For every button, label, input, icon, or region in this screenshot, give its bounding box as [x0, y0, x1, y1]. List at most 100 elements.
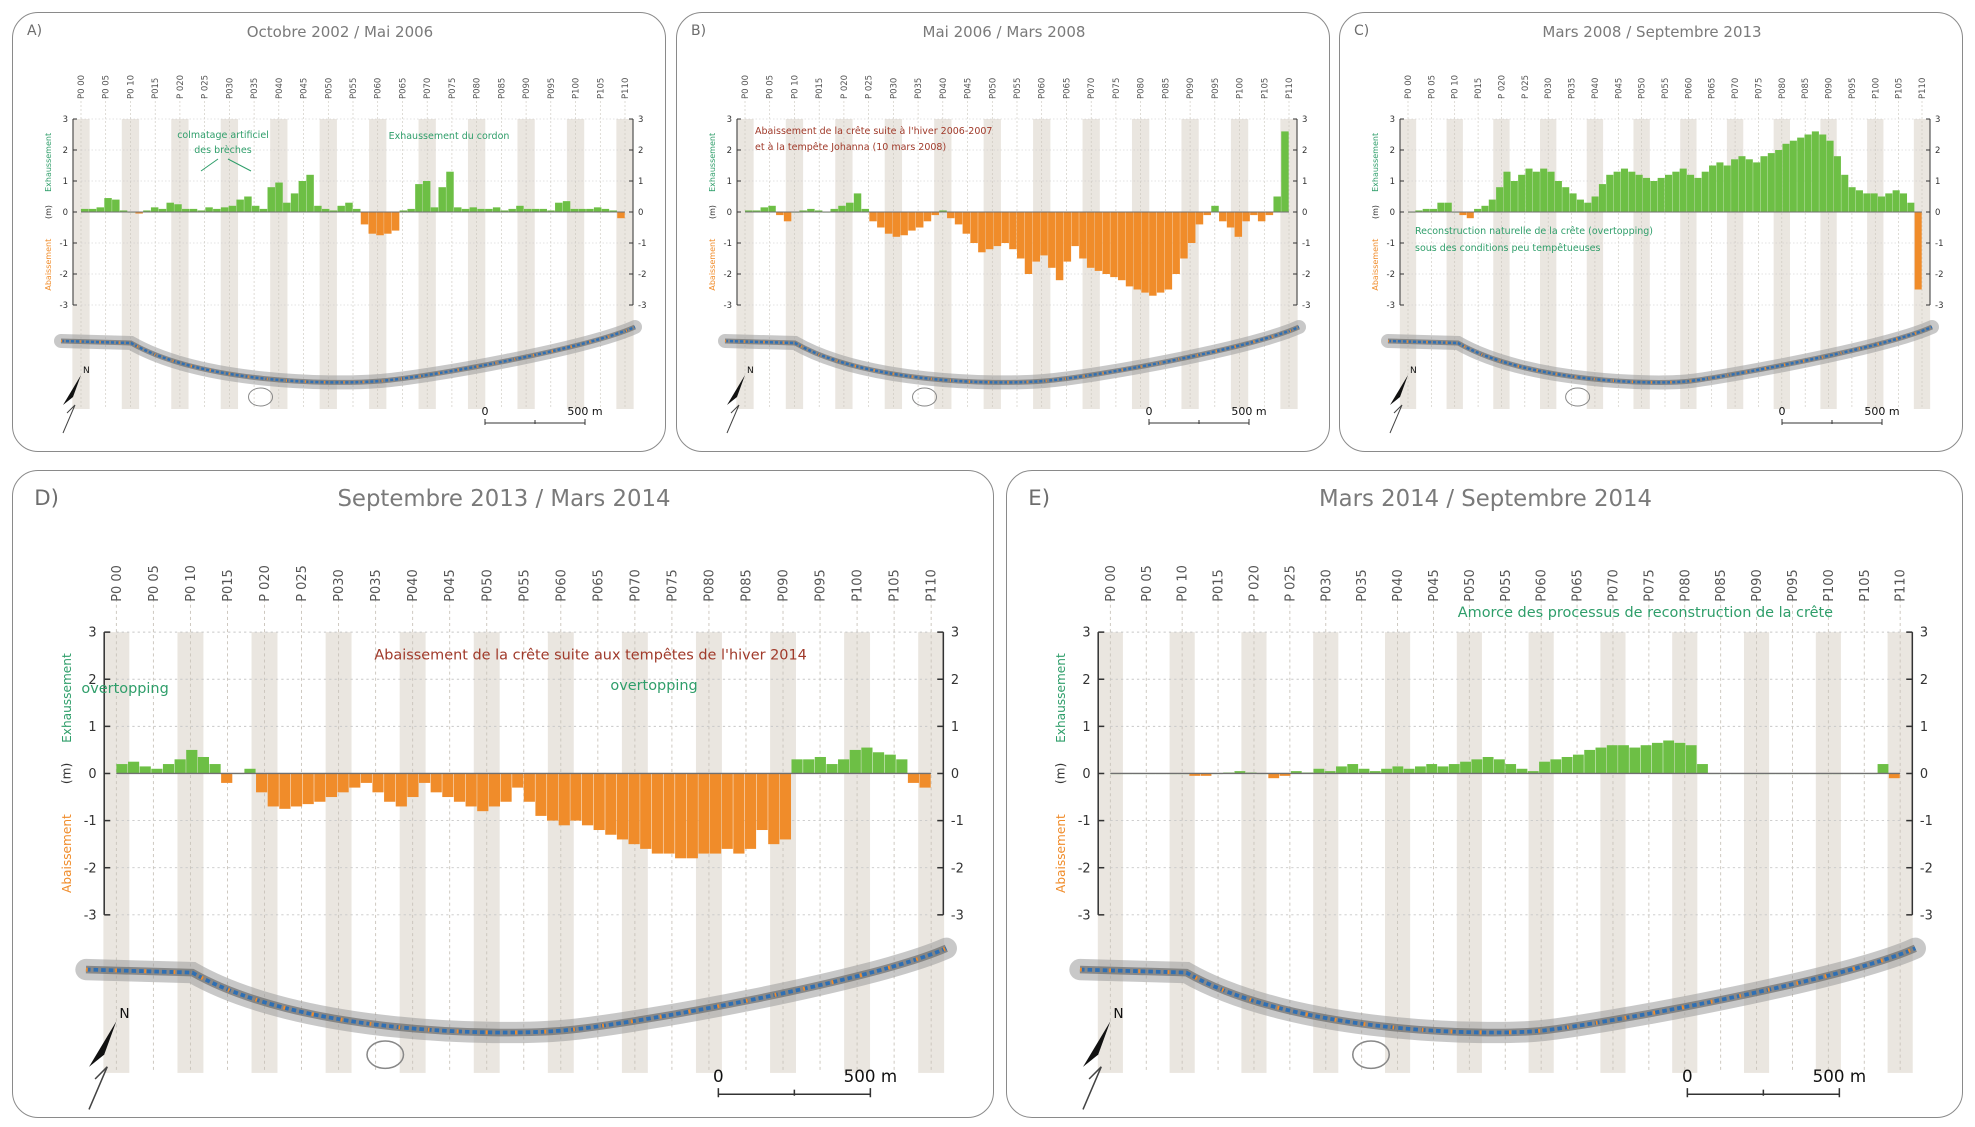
annotation: Amorce des processus de reconstruction d… [1458, 605, 1833, 621]
data-bar [1819, 134, 1827, 212]
data-bar [1598, 184, 1606, 212]
y-tick-label: 0 [951, 767, 959, 782]
data-bar [593, 207, 602, 212]
data-bar [523, 208, 532, 212]
data-bar [593, 773, 605, 831]
data-bar [1466, 212, 1474, 219]
data-bar [721, 773, 733, 849]
x-tick-label: P080 [1137, 78, 1147, 99]
data-bar [1426, 764, 1438, 774]
data-bar [205, 207, 213, 212]
data-bar [454, 207, 462, 212]
scale-bar-start: 0 [713, 1066, 724, 1086]
data-bar [500, 210, 509, 212]
data-bar [329, 210, 338, 212]
north-arrow-tail [88, 1066, 108, 1110]
data-bar [884, 754, 896, 774]
data-bar [1444, 202, 1452, 212]
profile-band [566, 119, 585, 409]
y-tick-label: -1 [60, 239, 68, 249]
y-axis-unit: (m) [60, 763, 74, 784]
scale-bar-end: 500 m [567, 405, 602, 418]
map: N 0 500 m [1381, 320, 1939, 434]
profile-band [1528, 632, 1554, 1073]
x-tick-label: P050 [480, 569, 495, 601]
x-tick-label: P085 [1161, 78, 1171, 99]
data-bar [430, 207, 439, 212]
x-tick-label: P105 [596, 78, 606, 99]
x-tick-label: P045 [964, 78, 974, 99]
scale-bar-start: 0 [1146, 405, 1153, 418]
data-bar [1211, 205, 1219, 212]
y-tick-label: -3 [1302, 301, 1310, 311]
data-bar [1907, 202, 1915, 212]
data-bar [1125, 212, 1134, 287]
data-bar [368, 212, 377, 234]
x-tick-label: P090 [1750, 569, 1765, 601]
data-bar [88, 208, 97, 212]
profile-band [621, 632, 648, 1073]
data-bar [1804, 134, 1812, 212]
x-tick-label: P090 [1186, 78, 1196, 99]
data-bar [578, 208, 586, 212]
data-bar [430, 773, 442, 793]
data-bar [605, 773, 617, 835]
panel-letter: A) [27, 23, 43, 39]
profile-band [1456, 632, 1482, 1073]
x-tick-label: P090 [777, 569, 792, 601]
x-tick-label: P0 00 [110, 565, 125, 602]
annotation: Abaissement de la crête suite aux tempêt… [374, 647, 807, 663]
data-bar [539, 208, 547, 212]
data-bar [1606, 174, 1614, 212]
y-tick-label: -2 [951, 861, 964, 876]
x-tick-label: P0 05 [1427, 75, 1437, 99]
data-bar [461, 208, 470, 212]
shore-strip [718, 320, 1306, 390]
y-axis-lower-label: Abaissement [1054, 814, 1068, 893]
y-tick-label: -1 [1078, 814, 1091, 829]
x-tick-label: P 020 [176, 75, 186, 99]
map: N 0 500 m [75, 937, 957, 1110]
data-bar [760, 207, 769, 212]
harbour-outline [1351, 1040, 1390, 1070]
chart-title: Septembre 2013 / Mars 2014 [337, 486, 671, 513]
x-tick-label: P030 [332, 569, 347, 601]
data-bar [1753, 162, 1761, 212]
x-tick-label: P110 [621, 78, 631, 99]
annotation: des brèches [194, 145, 252, 156]
x-tick-label: P0 05 [147, 565, 162, 602]
x-tick-label: P060 [554, 569, 569, 601]
scale-bar-end: 500 m [1864, 405, 1899, 418]
north-arrow-icon [89, 1021, 117, 1067]
x-tick-label: P090 [1825, 78, 1835, 99]
data-bar [814, 210, 823, 212]
data-bar [1414, 766, 1426, 774]
x-tick-label: P0 05 [1140, 565, 1155, 602]
bars [1110, 740, 1900, 779]
data-bar [1001, 212, 1009, 243]
data-bar [846, 202, 854, 212]
x-tick-label: P030 [889, 78, 899, 99]
data-bar [151, 768, 163, 774]
x-tick-label: P 020 [1248, 565, 1263, 602]
data-bar [1888, 773, 1900, 779]
data-bar [337, 205, 345, 212]
data-bar [1437, 766, 1449, 774]
profile-band [1169, 632, 1195, 1073]
data-bar [640, 773, 652, 849]
data-bar [523, 773, 535, 802]
data-bar [516, 205, 524, 212]
north-arrow-tail [726, 404, 740, 434]
data-bar [869, 212, 877, 222]
profile-band [1097, 632, 1123, 1073]
profile-band [177, 632, 204, 1073]
data-bar [1613, 171, 1621, 212]
data-bar [555, 202, 563, 212]
data-bar [1539, 761, 1550, 774]
data-bar [372, 773, 384, 793]
data-bar [1482, 756, 1494, 774]
panel-letter: E) [1028, 486, 1050, 512]
data-bar [919, 773, 931, 788]
profile-band [1230, 119, 1249, 409]
y-tick-label: -1 [724, 239, 732, 249]
